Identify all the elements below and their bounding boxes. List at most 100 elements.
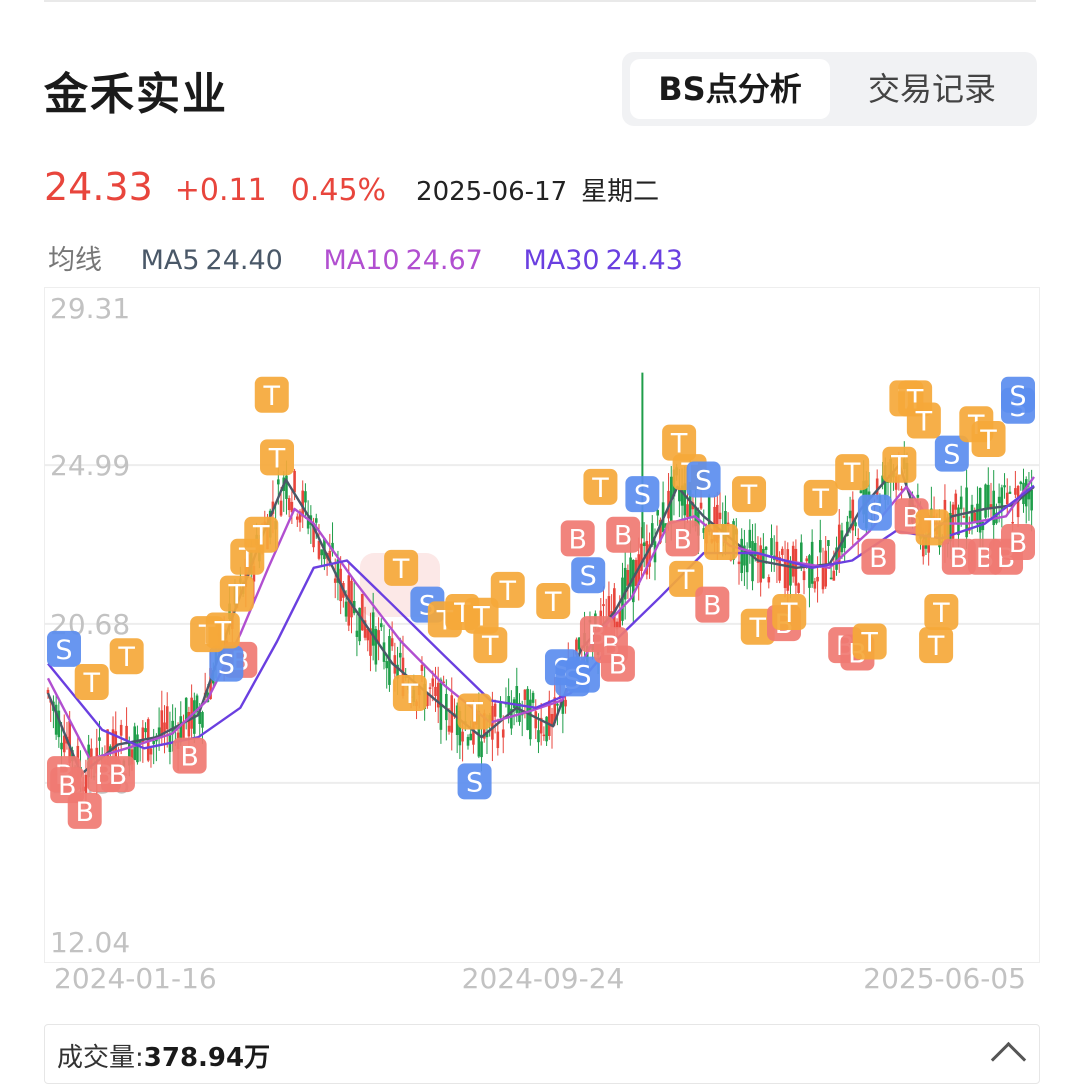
candle-body (607, 596, 611, 621)
marker-label: B (614, 521, 633, 552)
candle-body (46, 689, 50, 694)
marker-label: T (811, 484, 829, 515)
candle-body (1000, 487, 1004, 512)
candle-body (374, 628, 378, 665)
candle-body (127, 742, 131, 766)
marker-label: S (1009, 381, 1026, 412)
candle-body (515, 686, 519, 713)
candle-body (808, 555, 811, 588)
marker-s (565, 656, 600, 693)
candle-body (851, 499, 855, 531)
candle-body (957, 507, 960, 536)
stock-name: 金禾实业 (44, 69, 228, 120)
candle-body (900, 488, 903, 491)
marker-label: T (499, 576, 517, 607)
candle-body (916, 494, 920, 498)
candle-body (989, 504, 993, 509)
candle-body (130, 749, 134, 765)
candle-body (152, 740, 155, 745)
candle-body (770, 538, 773, 556)
candle-body (361, 594, 364, 631)
chart-frame (44, 287, 1040, 963)
candle-body (355, 630, 359, 637)
marker-t (740, 608, 775, 645)
marker-b (941, 538, 976, 575)
marker-t (882, 446, 917, 483)
candle-body (664, 523, 668, 528)
kline-chart[interactable]: 29.3124.9920.6816.3612.042024-01-162024-… (0, 0, 1080, 1020)
marker-t (536, 582, 571, 619)
candle-body (802, 571, 806, 581)
marker-label: T (740, 480, 758, 511)
candle-body (445, 693, 448, 721)
tab-trade-records[interactable]: 交易记录 (867, 70, 996, 108)
candle-body (496, 731, 500, 749)
candle-body (553, 697, 557, 724)
candle-body (832, 570, 836, 581)
candle-body (556, 703, 559, 706)
marker-label: S (695, 465, 712, 496)
candle-body (447, 725, 451, 732)
candle-body (523, 689, 527, 700)
candle-body (336, 559, 340, 583)
candle-body (688, 480, 692, 517)
candle-body (775, 541, 779, 562)
candle-body (650, 523, 654, 545)
quote-weekday: 星期二 (581, 177, 660, 207)
candle-body (458, 710, 462, 746)
quote-row: 24.33 +0.11 0.45% 2025-06-17 星期二 (44, 165, 659, 215)
marker-t (490, 571, 525, 608)
marker-label: T (860, 627, 878, 658)
candle-body (461, 731, 464, 742)
candle-body (1005, 492, 1009, 505)
marker-t (205, 612, 240, 649)
candle-body (165, 706, 169, 730)
candle-body (837, 524, 841, 564)
candle-body (314, 518, 318, 523)
candle-body (781, 548, 784, 555)
marker-label: S (580, 561, 597, 592)
volume-panel[interactable]: 成交量:378.94万 (44, 1024, 1040, 1084)
marker-t (392, 675, 427, 712)
candle-body (745, 552, 749, 573)
candle-body (821, 565, 825, 590)
candle-body (366, 628, 370, 641)
marker-label: B (950, 543, 969, 574)
candle-body (629, 557, 632, 587)
candle-body (848, 510, 852, 519)
candle-body (304, 491, 307, 503)
marker-t (852, 623, 887, 660)
ma5-value: 24.40 (205, 245, 283, 276)
marker-label: T (670, 429, 688, 460)
candle-body (534, 711, 538, 729)
candle-body (350, 580, 353, 618)
marker-t (260, 439, 295, 476)
marker-t (772, 594, 807, 631)
candle-body (585, 645, 589, 665)
candle-body (518, 702, 521, 722)
marker-label: T (263, 381, 281, 412)
marker-t (906, 402, 941, 439)
marker-label: B (109, 760, 128, 791)
candle-body (455, 705, 459, 736)
candle-body (493, 703, 497, 717)
x-tick-label: 2025-06-05 (863, 962, 1026, 995)
candle-body (190, 697, 193, 729)
candle-body (426, 693, 429, 707)
marker-t (662, 424, 697, 461)
marker-label: T (472, 602, 490, 633)
candle-body (843, 538, 846, 549)
candle-body (442, 681, 445, 684)
price-change-pct: 0.45% (290, 173, 387, 208)
candle-body (632, 559, 635, 603)
chevron-up-icon[interactable] (990, 1041, 1027, 1078)
candle-body (835, 547, 838, 570)
candle-body (293, 470, 296, 493)
candle-body (550, 713, 554, 727)
candle-body (548, 700, 551, 736)
candle-body (951, 504, 955, 539)
candle-body (377, 630, 380, 644)
candle-body (539, 717, 543, 734)
top-divider (44, 0, 1036, 2)
tab-bs-analysis[interactable]: BS点分析 (630, 59, 830, 119)
